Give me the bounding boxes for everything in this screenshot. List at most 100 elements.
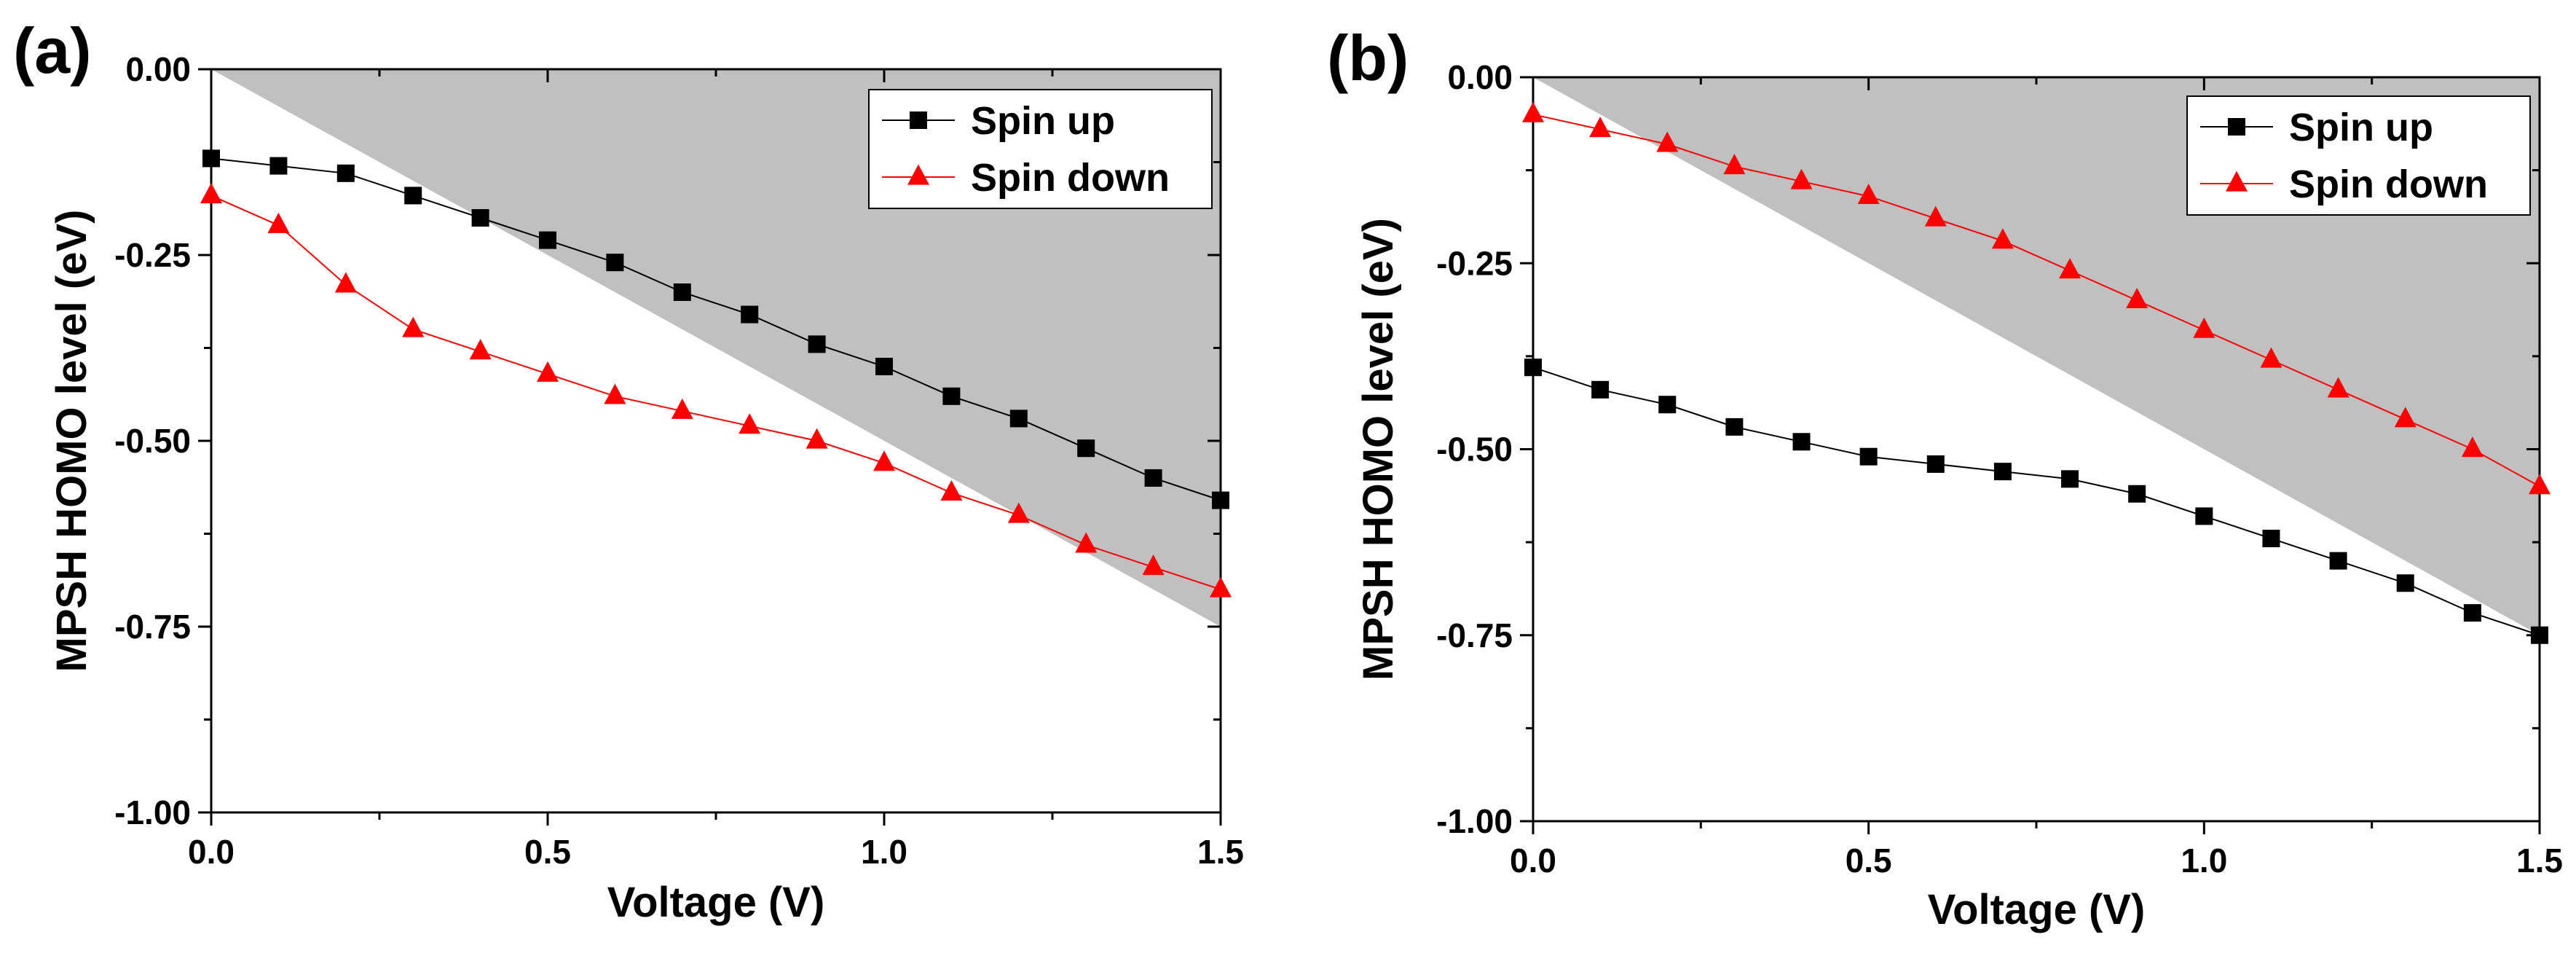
series-line [1532,367,2540,636]
data-point [2128,485,2146,503]
data-point [1792,433,1811,451]
data-point [2531,626,2548,644]
data-point [1144,469,1162,487]
series-line [210,157,1221,501]
data-point [1075,532,1098,553]
data-point [1522,101,1544,122]
data-point [1212,491,1229,509]
data-point [2529,474,2551,495]
data-point [1007,502,1030,523]
data-point [1723,154,1746,175]
data-point [2394,407,2417,428]
legend-label: Spin up [971,99,1115,143]
series-line [1532,114,2540,487]
y-tick-label: -0.50 [1436,431,1513,469]
x-axis-title: Voltage (V) [607,879,825,926]
series-line [210,195,1221,590]
data-point [2061,470,2079,488]
series-spin-down [200,183,1232,597]
data-point [1725,418,1744,436]
data-point [269,157,288,175]
data-point [2461,436,2484,458]
data-point [1142,555,1165,576]
data-point [336,164,355,182]
data-point [1790,168,1813,189]
data-point [942,387,961,405]
data-point [2195,507,2213,525]
x-tick-label: 1.5 [2516,842,2563,879]
data-point [1210,576,1232,597]
data-point [2327,377,2349,398]
legend-label: Spin down [971,156,1170,200]
x-tick-label: 0.5 [1846,842,1892,879]
data-point [404,187,422,205]
data-point [2059,258,2081,279]
legend: Spin up Spin down [2186,95,2531,216]
data-point [1589,117,1612,138]
y-axis-title: MPSH HOMO level (eV) [48,210,95,673]
data-point [873,450,895,471]
data-point [604,383,626,404]
y-tick-label: -0.75 [1436,616,1513,654]
data-point [2463,604,2481,622]
data-point [469,339,492,360]
data-point [334,272,357,293]
data-point [1924,205,1947,227]
legend-label: Spin up [2289,106,2433,149]
chart-panel-a: 0.00 -0.25 -0.50 -0.75 -1.000.0 0.5 1.0 1.5 Volt… [13,15,1244,926]
data-point [673,283,691,301]
data-point [2262,530,2280,548]
series-spin-up [202,149,1229,509]
x-tick-label: 0.0 [1510,842,1556,879]
data-point [671,398,693,419]
data-point [741,305,759,324]
y-tick-label: -0.25 [114,236,191,274]
data-point [200,183,222,204]
shaded-region [1533,77,2540,635]
data-point [2396,574,2414,592]
data-point [1077,439,1095,458]
data-point [875,358,893,375]
x-tick-label: 0.0 [188,833,235,871]
legend-box [868,89,1213,209]
data-point [471,209,489,227]
data-point [539,231,556,249]
panel-label: (a) [13,15,92,87]
chart-panel-b: 0.00 -0.25 -0.50 -0.75 -1.000.0 0.5 1.0 1.5 Volt… [1327,22,2563,933]
x-tick-label: 1.0 [861,833,907,871]
y-tick-label: -0.50 [114,422,191,460]
panel-label: (b) [1327,22,1409,94]
data-point [2126,287,2148,308]
data-point [1991,228,2014,249]
legend-marker [910,111,927,129]
y-tick-label: -1.00 [114,793,191,831]
legend-box [2186,95,2531,216]
y-tick-label: 0.00 [1447,58,1513,96]
x-tick-label: 1.5 [1197,833,1244,871]
data-point [537,361,559,382]
data-point [940,480,963,501]
series-spin-up [1524,358,2548,644]
data-point [1993,463,2012,481]
data-point [1926,455,1945,473]
x-axis-title: Voltage (V) [1928,886,2146,933]
data-point [2329,552,2347,570]
y-tick-label: -0.25 [1436,244,1513,282]
legend-marker [2226,171,2248,192]
data-point [2260,347,2282,368]
data-point [738,413,761,434]
data-point [1009,409,1028,428]
legend-marker [907,164,929,185]
data-point [1656,131,1679,152]
x-tick-label: 0.5 [524,833,571,871]
data-point [808,335,826,353]
y-tick-label: -0.75 [114,608,191,646]
data-point [2193,317,2215,338]
legend-marker [2228,118,2245,136]
data-point [606,254,624,272]
data-point [1524,358,1542,377]
y-axis-title: MPSH HOMO level (eV) [1355,218,1402,681]
data-point [1658,396,1677,414]
